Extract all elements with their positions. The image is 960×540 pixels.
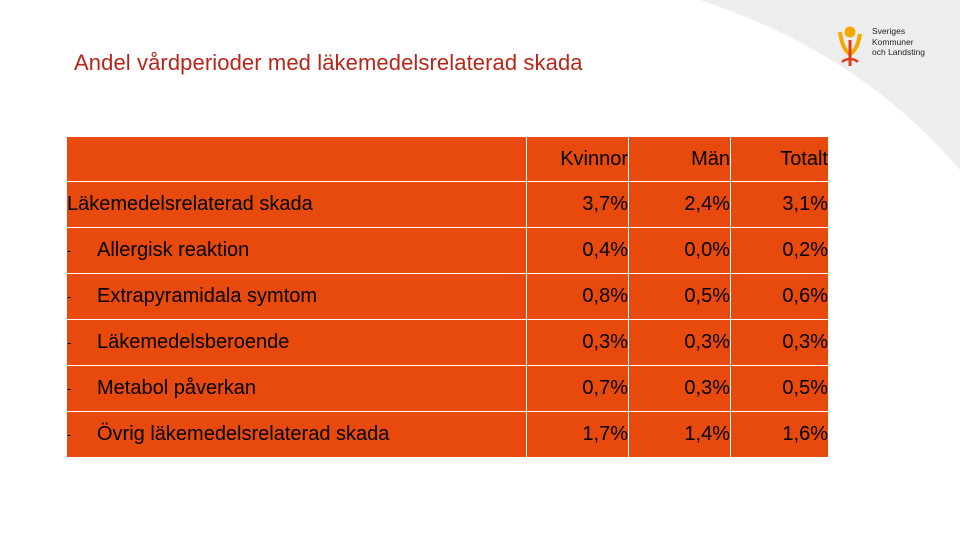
- row-label: - Metabol påverkan: [66, 365, 527, 412]
- cell-man: 1,4%: [628, 411, 731, 458]
- cell-totalt: 0,2%: [730, 227, 829, 274]
- cell-man: 0,0%: [628, 227, 731, 274]
- row-label-text: Metabol påverkan: [97, 377, 256, 399]
- cell-totalt: 0,6%: [730, 273, 829, 320]
- row-dash: -: [67, 243, 72, 259]
- row-dash: -: [67, 289, 72, 305]
- cell-kvinnor: 0,3%: [526, 319, 629, 366]
- cell-man: 2,4%: [628, 181, 731, 228]
- table-row: - Extrapyramidala symtom 0,8% 0,5% 0,6%: [66, 273, 829, 320]
- logo: Sveriges Kommuner och Landsting: [836, 22, 946, 72]
- cell-totalt: 0,3%: [730, 319, 829, 366]
- row-dash: -: [67, 335, 72, 351]
- data-table: Kvinnor Män Totalt Läkemedelsrelaterad s…: [66, 136, 829, 458]
- table-row: - Allergisk reaktion 0,4% 0,0% 0,2%: [66, 227, 829, 274]
- row-label: - Övrig läkemedelsrelaterad skada: [66, 411, 527, 458]
- row-label-text: Allergisk reaktion: [97, 239, 250, 261]
- table-row: - Metabol påverkan 0,7% 0,3% 0,5%: [66, 365, 829, 412]
- table-row: - Övrig läkemedelsrelaterad skada 1,7% 1,…: [66, 411, 829, 458]
- cell-kvinnor: 1,7%: [526, 411, 629, 458]
- cell-man: 0,3%: [628, 365, 731, 412]
- header-kvinnor: Kvinnor: [526, 136, 629, 182]
- row-label: - Extrapyramidala symtom: [66, 273, 527, 320]
- cell-kvinnor: 0,8%: [526, 273, 629, 320]
- cell-kvinnor: 0,7%: [526, 365, 629, 412]
- row-label-text: Läkemedelsberoende: [97, 331, 290, 353]
- logo-line: Sveriges: [872, 26, 906, 36]
- cell-kvinnor: 0,4%: [526, 227, 629, 274]
- cell-man: 0,3%: [628, 319, 731, 366]
- logo-line: Kommuner: [872, 36, 914, 47]
- page-title: Andel vårdperioder med läkemedelsrelater…: [74, 50, 583, 75]
- row-label: Läkemedelsrelaterad skada: [66, 181, 527, 228]
- header-totalt: Totalt: [730, 136, 829, 182]
- row-label: - Läkemedelsberoende: [66, 319, 527, 366]
- logo-line: och Landsting: [872, 47, 925, 57]
- cell-totalt: 3,1%: [730, 181, 829, 228]
- row-label-text: Övrig läkemedelsrelaterad skada: [97, 423, 390, 445]
- row-label-text: Läkemedelsrelaterad skada: [67, 193, 313, 215]
- logo-figure-icon: [838, 26, 862, 66]
- table-row: Läkemedelsrelaterad skada 3,7% 2,4% 3,1%: [66, 181, 829, 228]
- cell-totalt: 0,5%: [730, 365, 829, 412]
- header-cell-empty: [66, 136, 527, 182]
- row-dash: -: [67, 381, 72, 397]
- row-label-text: Extrapyramidala symtom: [97, 285, 318, 307]
- cell-kvinnor: 3,7%: [526, 181, 629, 228]
- logo-text: Sveriges Kommuner och Landsting: [872, 26, 925, 58]
- cell-totalt: 1,6%: [730, 411, 829, 458]
- row-dash: -: [67, 427, 72, 443]
- row-label: - Allergisk reaktion: [66, 227, 527, 274]
- header-man: Män: [628, 136, 731, 182]
- table-row: - Läkemedelsberoende 0,3% 0,3% 0,3%: [66, 319, 829, 366]
- cell-man: 0,5%: [628, 273, 731, 320]
- table-header-row: Kvinnor Män Totalt: [66, 136, 829, 182]
